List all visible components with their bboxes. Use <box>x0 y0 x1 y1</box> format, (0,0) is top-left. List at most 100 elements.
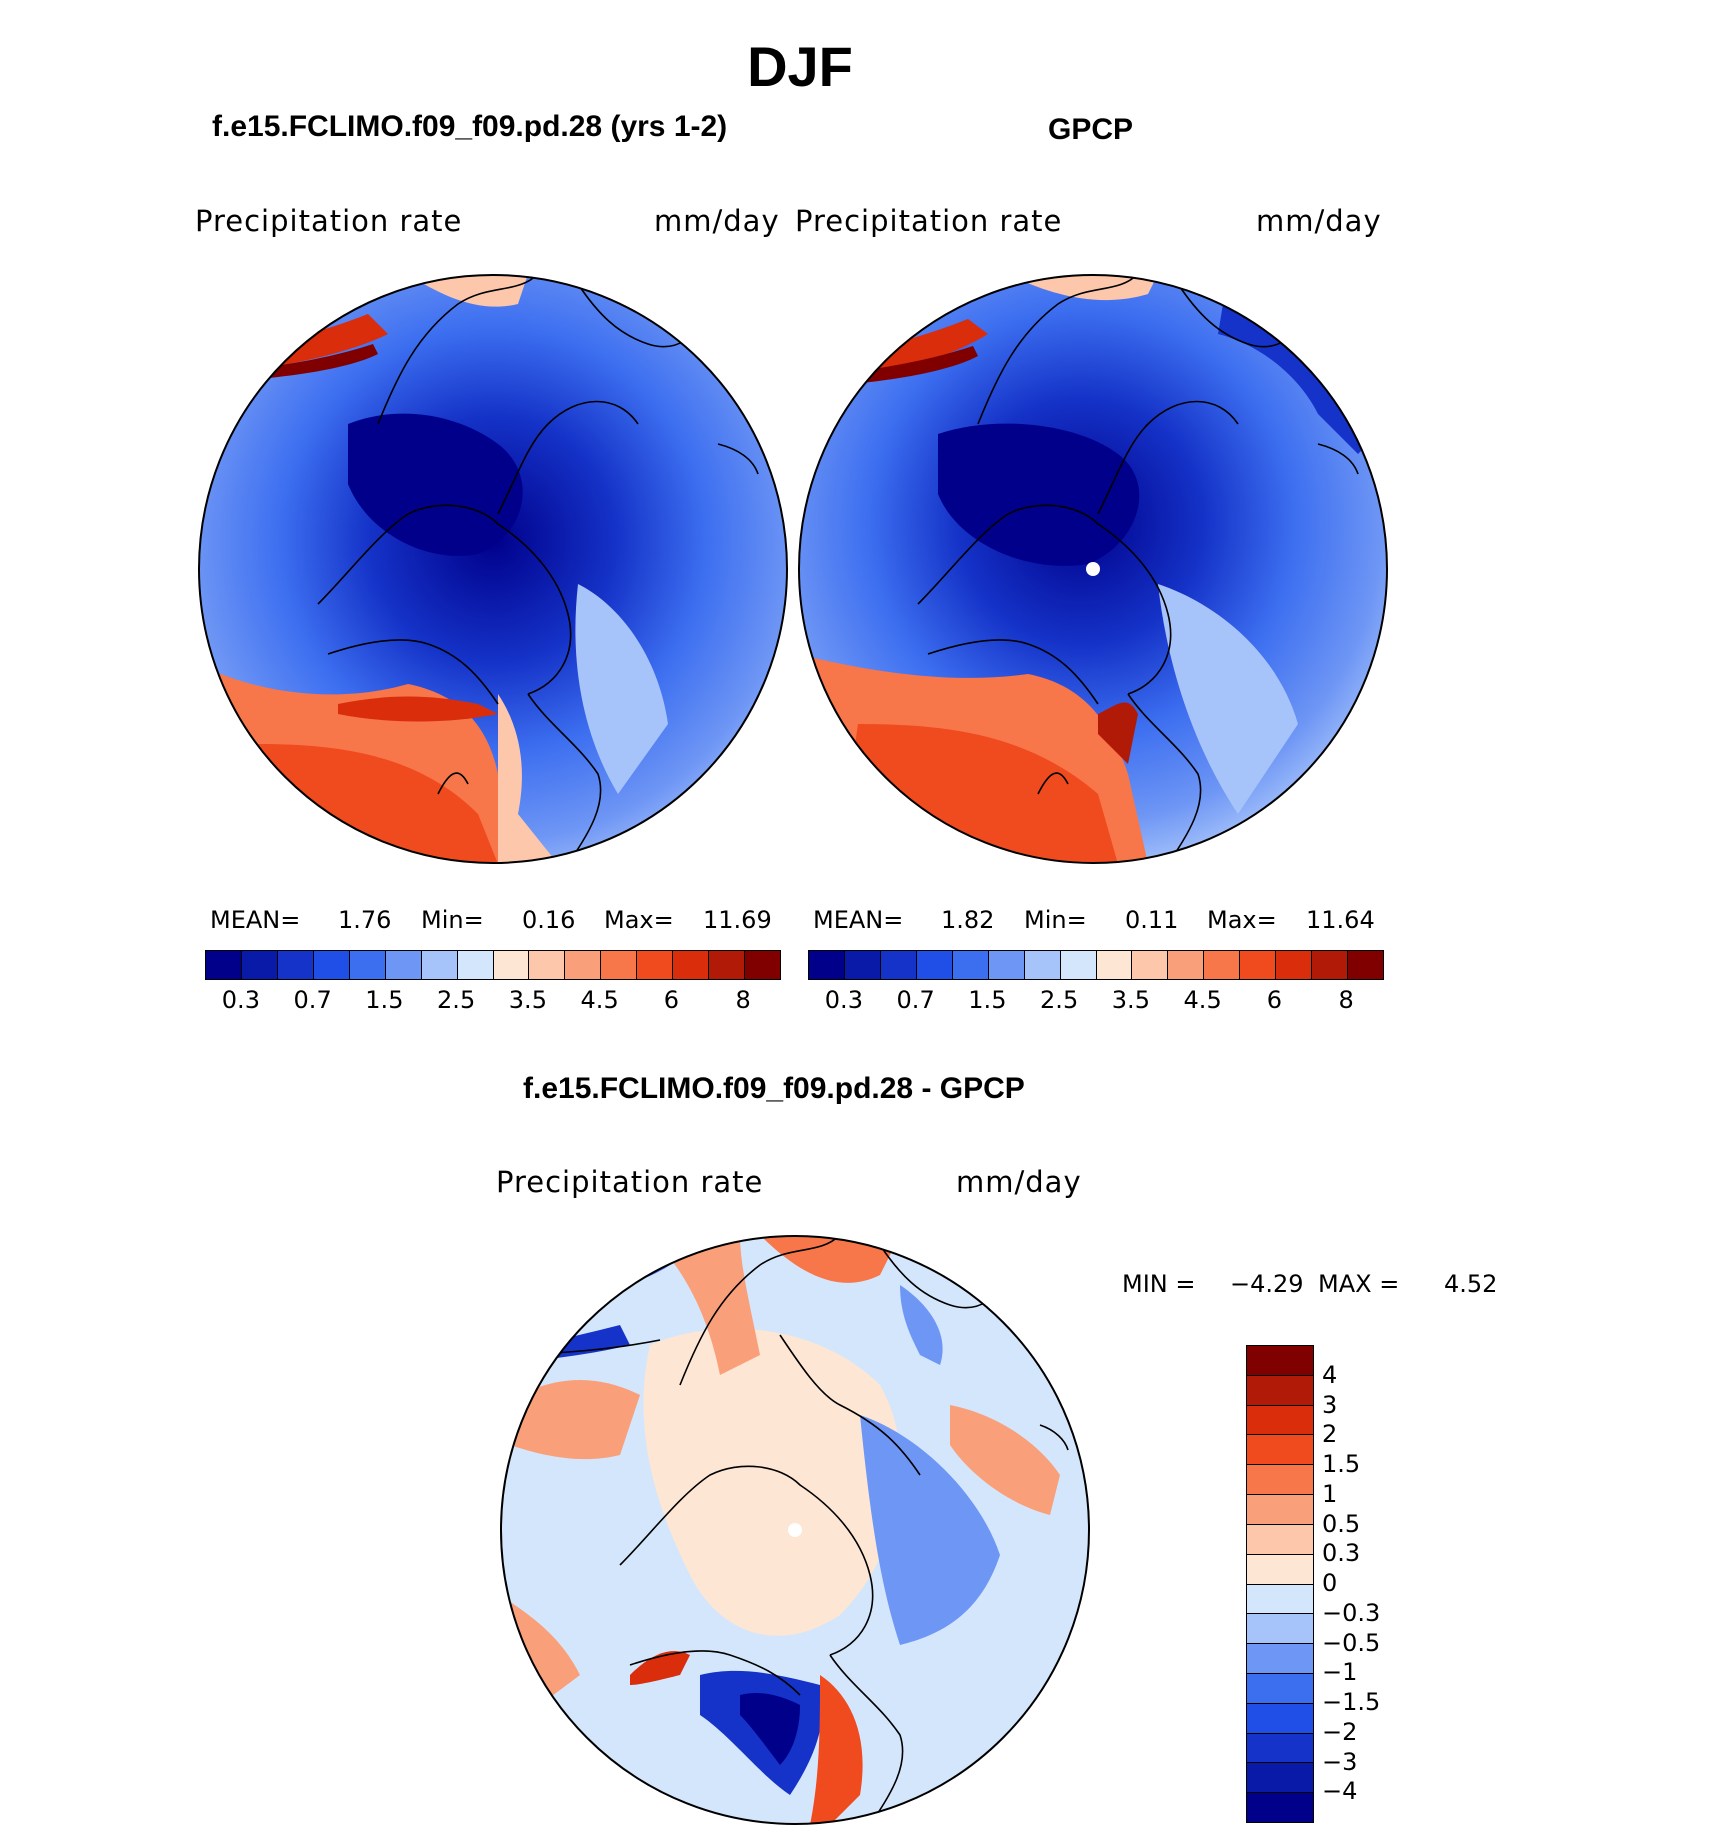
left-units-label: mm/day <box>654 204 780 238</box>
diff-max-value: 4.52 <box>1444 1270 1498 1298</box>
left-colorbar-color-box <box>637 951 674 979</box>
right-precip-map <box>798 274 1388 864</box>
left-max-value: 11.69 <box>703 906 772 934</box>
right-colorbar-tick-label: 1.5 <box>968 986 1007 1014</box>
left-colorbar-tick-label: 3.5 <box>508 986 547 1014</box>
left-colorbar-color-box <box>385 951 422 979</box>
left-max-label: Max= <box>604 906 674 934</box>
diff-colorbar-color-box <box>1247 1524 1313 1555</box>
diff-colorbar-color-box <box>1247 1614 1313 1645</box>
right-colorbar-color-box <box>1168 951 1205 979</box>
right-colorbar-color-box <box>1096 951 1133 979</box>
left-panel-subtitle: f.e15.FCLIMO.f09_f09.pd.28 (yrs 1-2) <box>212 110 728 143</box>
diff-colorbar-color-box <box>1247 1793 1313 1822</box>
right-colorbar-tick-label: 3.5 <box>1111 986 1150 1014</box>
diff-colorbar-tick-label: 0 <box>1322 1569 1338 1597</box>
diff-panel-subtitle: f.e15.FCLIMO.f09_f09.pd.28 - GPCP <box>523 1072 1025 1105</box>
right-max-value: 11.64 <box>1306 906 1375 934</box>
left-mean-value: 1.76 <box>338 906 392 934</box>
left-colorbar-color-box <box>349 951 386 979</box>
left-min-value: 0.16 <box>522 906 576 934</box>
left-mean-label: MEAN= <box>210 906 301 934</box>
right-colorbar-color-box <box>1348 951 1383 979</box>
left-min-label: Min= <box>421 906 484 934</box>
diff-colorbar-tick-label: 3 <box>1322 1390 1338 1419</box>
diff-colorbar-color-box <box>1247 1763 1313 1794</box>
diff-colorbar-color-box <box>1247 1733 1313 1764</box>
left-colorbar-color-box <box>313 951 350 979</box>
right-colorbar-tick-label: 0.3 <box>824 986 863 1014</box>
right-panel-subtitle: GPCP <box>1048 113 1134 146</box>
right-colorbar-color-box <box>952 951 989 979</box>
diff-colorbar-color-box <box>1247 1584 1313 1615</box>
right-colorbar-color-box <box>988 951 1025 979</box>
right-colorbar-color-box <box>844 951 881 979</box>
diff-precip-map <box>500 1235 1090 1825</box>
right-colorbar-color-box <box>1024 951 1061 979</box>
diff-colorbar-color-box <box>1247 1465 1313 1496</box>
right-mean-label: MEAN= <box>813 906 904 934</box>
right-colorbar-color-box <box>1312 951 1349 979</box>
right-colorbar-tick-label: 8 <box>1338 986 1354 1014</box>
right-variable-label: Precipitation rate <box>795 204 1063 238</box>
right-colorbar-color-box <box>1204 951 1241 979</box>
right-min-value: 0.11 <box>1125 906 1179 934</box>
diff-colorbar-tick-label: 0.5 <box>1322 1509 1361 1538</box>
left-colorbar-tick-label: 4.5 <box>580 986 619 1014</box>
diff-colorbar-color-box <box>1247 1644 1313 1674</box>
diff-colorbar-tick-label: 1 <box>1322 1479 1338 1508</box>
left-colorbar-color-box <box>277 951 314 979</box>
diff-colorbar-color-box <box>1247 1554 1313 1585</box>
right-colorbar-tick-label: 0.7 <box>896 986 935 1014</box>
right-colorbar-color-box <box>1240 951 1277 979</box>
diff-max-label: MAX = <box>1318 1270 1400 1298</box>
diff-colorbar-tick-label: −3 <box>1322 1747 1358 1776</box>
diff-colorbar-color-box <box>1247 1703 1313 1734</box>
diff-colorbar-tick-label: −2 <box>1322 1717 1358 1746</box>
left-colorbar-color-box <box>241 951 278 979</box>
diff-colorbar-color-box <box>1247 1405 1313 1436</box>
left-colorbar-color-box <box>457 951 494 979</box>
left-variable-label: Precipitation rate <box>195 204 463 238</box>
diff-colorbar-tick-label: −1.5 <box>1322 1688 1381 1716</box>
left-colorbar-color-box <box>673 951 710 979</box>
right-colorbar-color-box <box>1276 951 1313 979</box>
diff-colorbar-tick-label: 2 <box>1322 1420 1338 1449</box>
right-units-label: mm/day <box>1256 204 1382 238</box>
diff-colorbar-tick-label: −0.5 <box>1322 1628 1381 1657</box>
right-colorbar <box>808 950 1384 980</box>
diff-min-value: −4.29 <box>1230 1270 1304 1298</box>
left-colorbar-tick-label: 1.5 <box>365 986 404 1014</box>
left-colorbar-color-box <box>709 951 746 979</box>
right-colorbar-color-box <box>809 951 845 979</box>
diff-colorbar-tick-label: −0.3 <box>1322 1598 1381 1627</box>
left-colorbar-color-box <box>206 951 242 979</box>
right-colorbar-tick-label: 6 <box>1266 986 1283 1014</box>
left-colorbar-color-box <box>493 951 530 979</box>
right-colorbar-color-box <box>880 951 917 979</box>
right-mean-value: 1.82 <box>941 906 995 934</box>
diff-colorbar-color-box <box>1247 1435 1313 1466</box>
diff-colorbar-tick-label: −1 <box>1322 1658 1358 1687</box>
diff-colorbar-color-box <box>1247 1673 1313 1704</box>
right-max-label: Max= <box>1207 906 1277 934</box>
left-colorbar-color-box <box>745 951 780 979</box>
left-colorbar-tick-label: 6 <box>663 986 680 1014</box>
figure-title: DJF <box>747 35 853 98</box>
left-colorbar <box>205 950 781 980</box>
diff-colorbar-tick-label: −4 <box>1322 1777 1358 1806</box>
left-colorbar-tick-label: 0.3 <box>221 986 260 1014</box>
left-colorbar-color-box <box>529 951 566 979</box>
right-colorbar-color-box <box>916 951 953 979</box>
right-min-label: Min= <box>1024 906 1087 934</box>
diff-colorbar-color-box <box>1247 1495 1313 1525</box>
diff-colorbar-color-box <box>1247 1346 1313 1376</box>
left-colorbar-tick-label: 8 <box>735 986 751 1014</box>
diff-min-label: MIN = <box>1122 1270 1196 1298</box>
diff-colorbar-color-box <box>1247 1375 1313 1406</box>
right-colorbar-color-box <box>1060 951 1097 979</box>
left-colorbar-color-box <box>421 951 458 979</box>
diff-variable-label: Precipitation rate <box>496 1165 764 1199</box>
left-colorbar-color-box <box>601 951 638 979</box>
diff-colorbar-tick-label: 4 <box>1322 1360 1338 1389</box>
